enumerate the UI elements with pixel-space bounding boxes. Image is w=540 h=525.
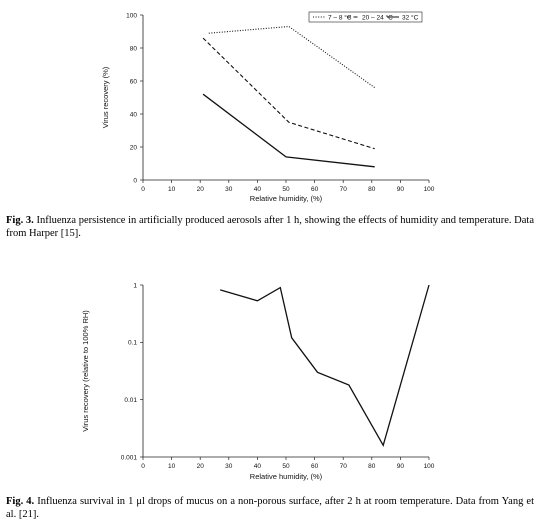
y-tick-label: 60 [130, 78, 138, 85]
y-tick-label: 0.01 [124, 397, 137, 404]
x-tick-label: 30 [225, 463, 233, 470]
series-line-dashed [202, 37, 375, 150]
series-line-solid [202, 93, 375, 168]
legend-label: 20 – 24 °C [362, 13, 393, 21]
x-tick-label: 40 [254, 463, 262, 470]
y-tick-label: 100 [126, 12, 137, 19]
series-line-solid [220, 284, 430, 447]
x-tick-label: 70 [340, 186, 348, 193]
figure-3-chart: 0 10 20 30 40 50 60 70 80 90 100 0 20 40 60 80 100 Relati… [101, 11, 435, 203]
y-tick-label: 0.001 [121, 454, 138, 461]
x-tick-label: 70 [340, 463, 348, 470]
figure-4-chart: 0 10 20 30 40 50 60 70 80 90 100 0.001 0.01 0.1 1 Relat… [81, 282, 435, 481]
x-tick-label: 90 [397, 463, 405, 470]
x-tick-label: 10 [168, 463, 176, 470]
y-tick-label: 20 [130, 144, 138, 151]
figure-4-caption: Fig. 4. Influenza survival in 1 μl drops… [6, 495, 534, 521]
figure-3-caption: Fig. 3. Influenza persistence in artific… [6, 214, 534, 240]
x-tick-label: 60 [311, 186, 319, 193]
x-tick-label: 100 [424, 186, 435, 193]
x-tick-label: 50 [282, 463, 290, 470]
series-line-dotted [208, 25, 376, 89]
figure-3-label: Fig. 3. [6, 215, 34, 226]
x-tick-label: 100 [424, 463, 435, 470]
figure-3-caption-text: Influenza persistence in artificially pr… [6, 215, 534, 239]
x-tick-label: 50 [282, 186, 290, 193]
legend-box [308, 11, 423, 23]
y-tick-label: 80 [130, 45, 138, 52]
legend-label: 32 °C [402, 13, 419, 21]
x-tick-label: 60 [311, 463, 319, 470]
figure-4-label: Fig. 4. [6, 496, 35, 507]
x-tick-label: 20 [197, 463, 205, 470]
x-tick-label: 0 [141, 186, 145, 193]
x-tick-label: 30 [225, 186, 233, 193]
figure-4-caption-text: Influenza survival in 1 μl drops of mucu… [6, 496, 534, 520]
y-tick-label: 1 [133, 282, 137, 289]
y-tick-label: 0 [133, 177, 137, 184]
x-axis-label: Relative humidity, (%) [250, 194, 323, 203]
y-axis-label: Virus recovery (%) [101, 66, 110, 128]
x-tick-label: 20 [197, 186, 205, 193]
x-tick-label: 80 [368, 463, 376, 470]
x-axis-label: Relative humidity, (%) [250, 472, 323, 481]
y-tick-label: 0.1 [128, 340, 137, 347]
x-tick-label: 90 [397, 186, 405, 193]
y-axis-label: Virus recovery (relative to 100% RH) [81, 310, 90, 432]
x-tick-label: 10 [168, 186, 176, 193]
legend-label: 7 – 8 °C [328, 13, 352, 21]
x-tick-label: 40 [254, 186, 262, 193]
y-tick-label: 40 [130, 111, 138, 118]
x-tick-label: 80 [368, 186, 376, 193]
x-tick-label: 0 [141, 463, 145, 470]
